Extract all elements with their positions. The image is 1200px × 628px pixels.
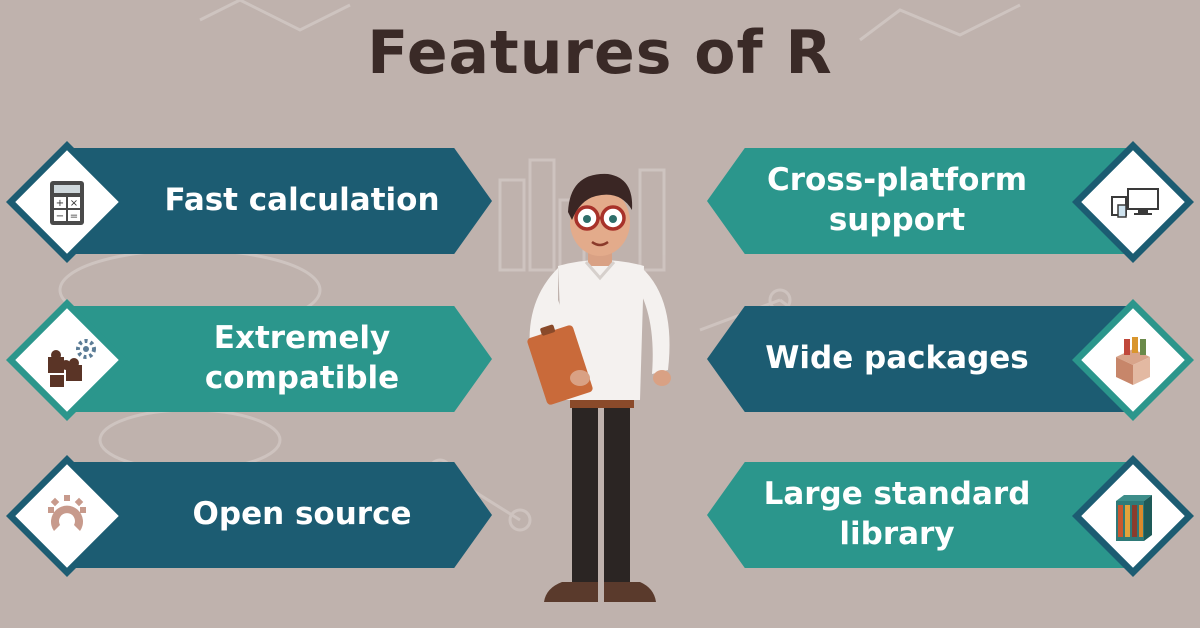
puzzle-pieces-icon (48, 339, 96, 387)
feature-diamond: + × − = (6, 141, 128, 263)
feature-banner-extremely-compatible: Extremely compatible (72, 306, 492, 412)
feature-label: Cross-platform support (766, 162, 1028, 238)
feature-label: Open source (192, 496, 412, 533)
feature-banner-large-standard-library: Large standard library (707, 462, 1127, 568)
devices-icon (1111, 188, 1159, 218)
feature-label: Wide packages (765, 340, 1029, 377)
feature-label: Fast calculation (164, 182, 440, 219)
calculator-icon: + × − = (50, 181, 84, 225)
svg-text:=: = (70, 211, 78, 222)
bookshelf-icon (1116, 495, 1152, 541)
feature-label: Large standard library (763, 476, 1031, 552)
feature-banner-wide-packages: Wide packages (707, 306, 1127, 412)
feature-diamond (6, 455, 128, 577)
character-illustration (527, 173, 671, 602)
page-title: Features of R (367, 18, 833, 88)
feature-banner-cross-platform-support: Cross-platform support (707, 148, 1127, 254)
svg-text:+: + (56, 198, 64, 209)
open-source-icon (48, 495, 86, 531)
feature-diamond (6, 299, 128, 421)
feature-label: Extremely compatible (204, 320, 400, 396)
feature-diamond (1072, 141, 1194, 263)
feature-diamond (1072, 455, 1194, 577)
package-box-icon (1116, 337, 1150, 385)
feature-banner-fast-calculation: Fast calculation (72, 148, 492, 254)
svg-text:−: − (56, 211, 64, 222)
svg-text:×: × (70, 198, 78, 209)
feature-banner-open-source: Open source (72, 462, 492, 568)
feature-diamond (1072, 299, 1194, 421)
